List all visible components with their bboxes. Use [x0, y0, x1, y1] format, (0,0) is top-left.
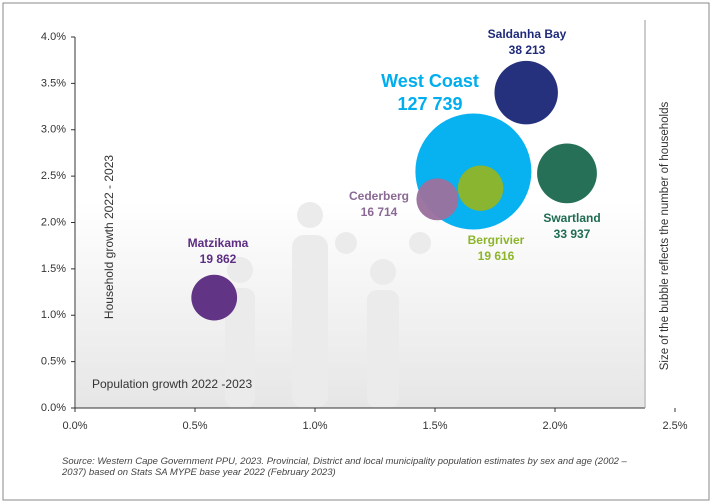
- bubble-size-label: 16 714: [361, 205, 398, 219]
- y-tick-label: 0.0%: [41, 402, 66, 414]
- y-tick-label: 1.5%: [41, 263, 66, 275]
- bubble-name: West Coast: [381, 71, 479, 91]
- x-tick-label: 0.5%: [182, 420, 207, 432]
- bubble-size-label: 19 616: [478, 249, 515, 263]
- y-tick-label: 0.5%: [41, 356, 66, 368]
- bubble: [494, 60, 558, 125]
- bubble: [191, 274, 238, 321]
- x-tick-label: 2.0%: [542, 420, 567, 432]
- bubble: [416, 178, 459, 221]
- y-tick-label: 2.5%: [41, 170, 66, 182]
- source: Source: Western Cape Government PPU, 202…: [62, 456, 627, 478]
- bubble: [457, 165, 504, 211]
- bubble-size-label: 33 937: [554, 227, 591, 241]
- y-axis-label: Household growth 2022 - 2023: [102, 155, 116, 319]
- bubble-size-label: 38 213: [509, 43, 546, 57]
- x-tick-label: 0.0%: [62, 420, 87, 432]
- x-tick-label: 1.0%: [302, 420, 327, 432]
- bubble-name: Saldanha Bay: [488, 27, 567, 41]
- decoration: [225, 202, 431, 408]
- bubble-name: Cederberg: [349, 189, 409, 203]
- y-tick-label: 3.0%: [41, 124, 66, 136]
- y-tick-label: 2.0%: [41, 216, 66, 228]
- size-note: Size of the bubble reflects the number o…: [659, 102, 671, 371]
- bubble-name: Matzikama: [188, 236, 249, 250]
- y-tick-label: 4.0%: [41, 31, 66, 43]
- bubble-size-label: 19 862: [200, 252, 237, 266]
- bubble-name: Bergrivier: [468, 233, 525, 247]
- x-tick-label: 2.5%: [662, 420, 687, 432]
- y-tick-label: 3.5%: [41, 77, 66, 89]
- x-axis-label: Population growth 2022 -2023: [92, 377, 252, 391]
- bubble: [537, 143, 597, 204]
- bubble-size-label: 127 739: [397, 94, 462, 114]
- y-tick-label: 1.0%: [41, 309, 66, 321]
- bubble-name: Swartland: [543, 211, 600, 225]
- background: [76, 200, 644, 408]
- x-tick-label: 1.5%: [422, 420, 447, 432]
